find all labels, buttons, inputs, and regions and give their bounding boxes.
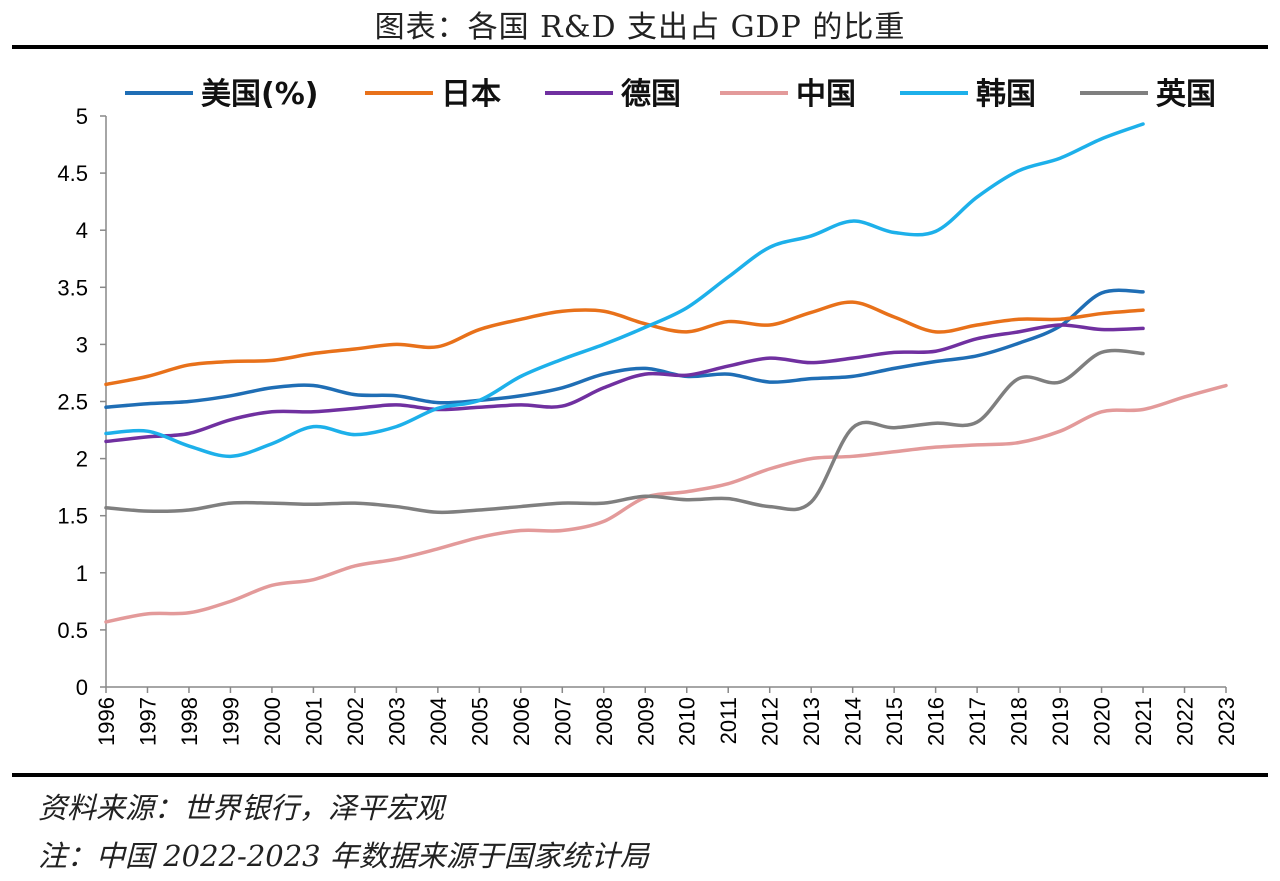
x-tick-label: 1999 — [218, 697, 243, 746]
legend-label: 英国 — [1156, 77, 1216, 112]
series-line-3 — [104, 383, 1228, 624]
legend-label: 韩国 — [976, 77, 1036, 112]
x-tick-label: 2012 — [758, 697, 783, 746]
footnote: 注：中国 2022-2023 年数据来源于国家统计局 — [38, 839, 649, 873]
x-tick-label: 2006 — [509, 697, 534, 746]
y-tick-label: 2 — [76, 447, 88, 472]
x-tick-label: 2001 — [301, 697, 326, 746]
series-line-5 — [104, 348, 1145, 515]
x-tick-label: 1997 — [135, 697, 160, 746]
x-tick-label: 2011 — [716, 697, 741, 744]
series-line-1 — [104, 300, 1145, 387]
x-tick-label: 1996 — [94, 697, 119, 746]
x-tick-label: 2008 — [592, 697, 617, 746]
series-line-4 — [104, 122, 1145, 459]
y-tick-label: 0 — [76, 675, 88, 700]
y-tick-label: 3.5 — [57, 275, 88, 300]
x-tick-label: 2009 — [633, 697, 658, 746]
x-tick-label: 2020 — [1090, 697, 1115, 746]
x-tick-label: 2014 — [841, 697, 866, 746]
x-tick-label: 2000 — [260, 697, 285, 746]
x-tick-label: 2013 — [799, 697, 824, 746]
y-tick-label: 1 — [76, 561, 88, 586]
x-tick-label: 2004 — [426, 697, 451, 746]
legend-label: 德国 — [621, 77, 681, 112]
source-note: 资料来源：世界银行，泽平宏观 — [38, 791, 445, 825]
y-tick-label: 1.5 — [57, 504, 88, 529]
x-tick-label: 2023 — [1214, 697, 1239, 746]
y-tick-label: 5 — [76, 104, 88, 129]
x-tick-label: 2019 — [1048, 697, 1073, 746]
y-tick-label: 4.5 — [57, 161, 88, 186]
x-tick-label: 2002 — [343, 697, 368, 746]
chart-title: 图表：各国 R&D 支出占 GDP 的比重 — [374, 10, 906, 45]
x-tick-label: 2015 — [882, 697, 907, 746]
x-tick-label: 1998 — [177, 697, 202, 746]
series-line-2 — [104, 323, 1145, 444]
y-tick-label: 4 — [76, 218, 88, 243]
x-tick-label: 2017 — [965, 697, 990, 746]
top-rule — [12, 45, 1268, 49]
x-tick-label: 2007 — [550, 697, 575, 746]
bottom-rule — [12, 773, 1268, 777]
x-tick-label: 2010 — [675, 697, 700, 746]
series-line-0 — [104, 288, 1145, 409]
x-tick-label: 2021 — [1131, 697, 1156, 746]
legend-label: 日本 — [441, 77, 501, 112]
y-tick-label: 0.5 — [57, 618, 88, 643]
y-tick-label: 2.5 — [57, 390, 88, 415]
legend-label: 美国(%) — [201, 77, 318, 112]
x-tick-label: 2005 — [467, 697, 492, 746]
y-tick-label: 3 — [76, 332, 88, 357]
x-tick-label: 2018 — [1007, 697, 1032, 746]
x-tick-label: 2003 — [384, 697, 409, 746]
x-tick-label: 2016 — [924, 697, 949, 746]
x-tick-label: 2022 — [1173, 697, 1198, 746]
legend-label: 中国 — [796, 77, 856, 112]
